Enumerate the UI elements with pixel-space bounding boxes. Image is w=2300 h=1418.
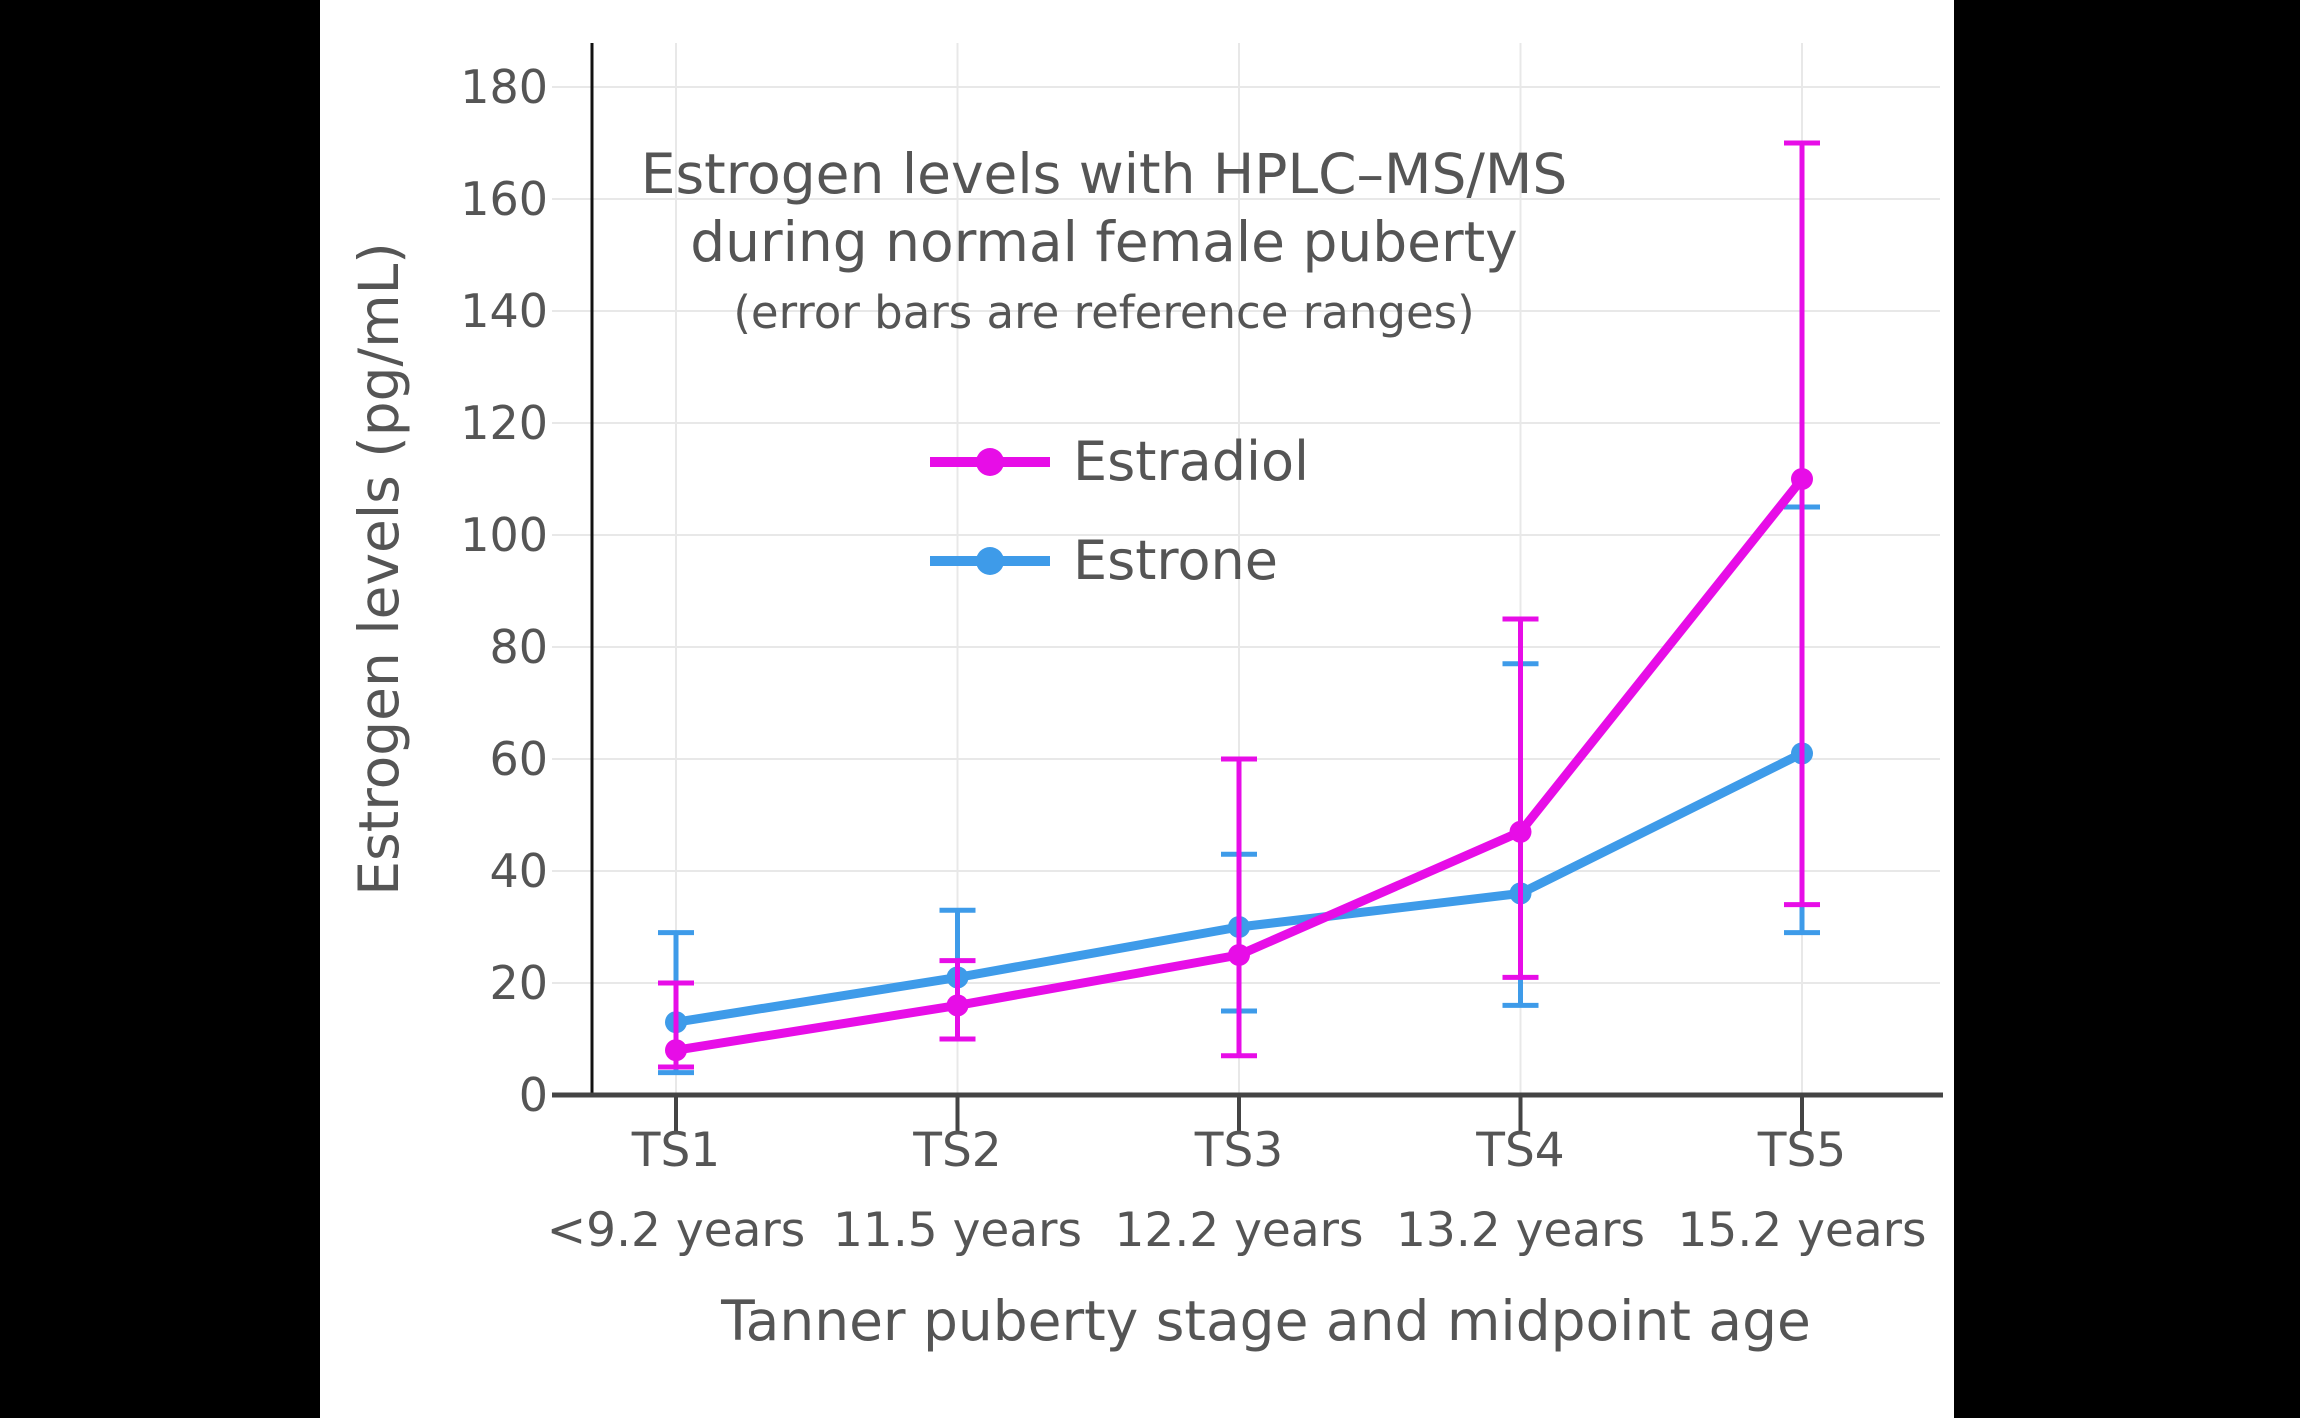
x-tick-age-label: 13.2 years bbox=[1396, 1203, 1645, 1258]
y-tick-label: 80 bbox=[489, 620, 548, 674]
legend-label: Estradiol bbox=[1073, 430, 1309, 493]
estradiol-point-TS3 bbox=[1228, 944, 1250, 966]
y-tick-label: 0 bbox=[519, 1068, 548, 1122]
y-tick-label: 40 bbox=[489, 844, 548, 898]
y-tick-label: 20 bbox=[489, 956, 548, 1010]
series-estradiol bbox=[658, 140, 1820, 1070]
y-tick-label: 160 bbox=[460, 172, 548, 226]
estradiol-point-TS5 bbox=[1791, 468, 1813, 490]
legend-item-estrone[interactable]: Estrone bbox=[930, 529, 1278, 592]
x-tick-label: TS3 bbox=[1194, 1123, 1283, 1178]
x-tick-age-label: 15.2 years bbox=[1678, 1203, 1927, 1258]
estradiol-point-TS1 bbox=[665, 1039, 687, 1062]
estradiol-point-TS2 bbox=[946, 994, 969, 1017]
y-tick-label: 120 bbox=[460, 396, 548, 450]
x-tick-label: TS5 bbox=[1757, 1123, 1846, 1178]
x-tick-label: TS2 bbox=[912, 1123, 1001, 1178]
x-tick-age-label: 12.2 years bbox=[1115, 1203, 1364, 1258]
legend-marker bbox=[976, 448, 1004, 476]
legend-marker bbox=[976, 547, 1004, 575]
estradiol-point-TS4 bbox=[1509, 820, 1532, 843]
x-tick-label: TS1 bbox=[631, 1123, 720, 1178]
y-tick-label: 140 bbox=[460, 284, 548, 338]
x-tick-age-label: <9.2 years bbox=[547, 1203, 805, 1258]
y-tick-label: 60 bbox=[489, 732, 548, 786]
legend-item-estradiol[interactable]: Estradiol bbox=[930, 430, 1309, 493]
chart-title-line1: Estrogen levels with HPLC–MS/MS bbox=[641, 142, 1568, 206]
x-tick-label: TS4 bbox=[1475, 1123, 1564, 1178]
x-axis-title: Tanner puberty stage and midpoint age bbox=[720, 1289, 1811, 1353]
y-tick-label: 180 bbox=[460, 60, 548, 114]
chart-subtitle: (error bars are reference ranges) bbox=[733, 286, 1474, 339]
legend-label: Estrone bbox=[1073, 529, 1278, 592]
y-axis-title: Estrogen levels (pg/mL) bbox=[347, 242, 411, 896]
x-tick-age-label: 11.5 years bbox=[833, 1203, 1082, 1258]
chart-title-line2: during normal female puberty bbox=[690, 210, 1517, 274]
y-tick-label: 100 bbox=[460, 508, 548, 562]
